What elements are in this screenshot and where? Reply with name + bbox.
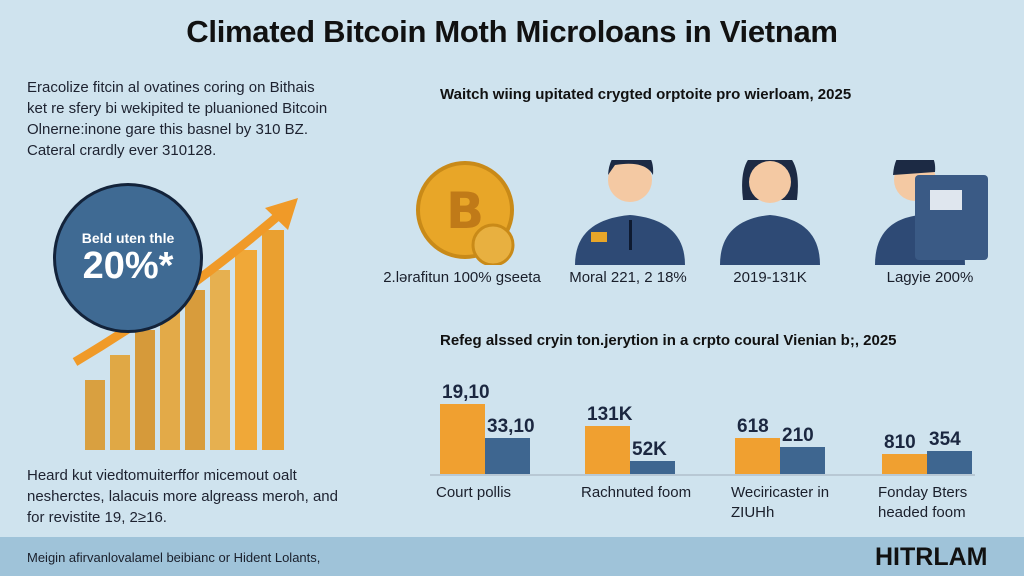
- footer: Meigin afirvanlovalamel beibianc or Hide…: [0, 537, 1024, 576]
- category-label: Weciricaster in ZIUHh: [731, 484, 830, 521]
- people-label: 2019-131K: [733, 269, 807, 286]
- circle-caption: Beld uten thle: [81, 230, 175, 246]
- stat-circle: Beld uten thle 20%*: [53, 183, 203, 333]
- man-avatar-icon: [575, 160, 685, 265]
- people-subtitle: Waitch wiing upitated crygted orptoite p…: [440, 86, 852, 103]
- bar: [485, 438, 530, 474]
- bar: [882, 453, 927, 474]
- outro-line: for revistite 19, 2≥16.: [27, 509, 167, 526]
- outro-line: nesherctes, lalacuis more algreass meroh…: [27, 488, 338, 505]
- intro-line: Eracolize fitcin al ovatines coring on B…: [27, 79, 315, 96]
- bar-value-label: 33,10: [487, 416, 535, 438]
- outro-text: Heard kut viedtomuiterffor micemout oalt…: [27, 465, 338, 528]
- people-label: 2.lərafitun 100% gseeta: [383, 269, 541, 286]
- rising-bars: [85, 230, 284, 450]
- footer-text: Meigin afirvanlovalamel beibianc or Hide…: [27, 550, 321, 565]
- logo: HITRLAM: [875, 543, 988, 571]
- bar: [585, 426, 630, 474]
- bitcoin-coin-icon: B: [416, 161, 515, 265]
- bar: [927, 450, 972, 474]
- man-with-mail-icon: [875, 160, 988, 265]
- bar-value-label: 131K: [587, 404, 633, 426]
- page-title: Climated Bitcoin Moth Microloans in Viet…: [186, 14, 838, 49]
- outro-line: Heard kut viedtomuiterffor micemout oalt: [27, 467, 297, 484]
- people-label: Moral 221, 2 18%: [569, 269, 687, 286]
- woman-avatar-icon: [720, 160, 820, 265]
- people-illustrations: B: [416, 160, 988, 265]
- intro-line: Cateral crardly ever 310128.: [27, 142, 217, 159]
- circle-value: 20%*: [82, 245, 174, 287]
- bar: [780, 447, 825, 474]
- bar: [735, 438, 780, 474]
- intro-text: Eracolize fitcin al ovatines coring on B…: [27, 77, 327, 161]
- bar-value-label: 810: [884, 431, 916, 453]
- intro-line: Olnerne:inone gare this basnel by 310 BZ…: [27, 121, 309, 138]
- bar-value-label: 19,10: [442, 382, 490, 403]
- bar-value-label: 52K: [632, 438, 667, 460]
- bar-value-label: 354: [929, 428, 961, 450]
- category-label: Rachnuted foom: [581, 484, 692, 501]
- chart-title: Refeg alssed cryin ton.jerytion in a crp…: [440, 332, 897, 349]
- category-label: Fonday Bters headed foom: [878, 484, 968, 521]
- bar-value-label: 618: [737, 416, 769, 438]
- bar: [440, 404, 485, 474]
- intro-line: ket re sfery bi wekipited te pluanioned …: [27, 100, 328, 117]
- people-label: Lagyie 200%: [886, 269, 974, 286]
- bar: [630, 460, 675, 474]
- bar-value-label: 210: [782, 425, 814, 447]
- bar-chart: 19,10 33,10 Court pollis 131K 52K Rachnuted f…: [430, 376, 975, 521]
- category-label: Court pollis: [436, 484, 512, 501]
